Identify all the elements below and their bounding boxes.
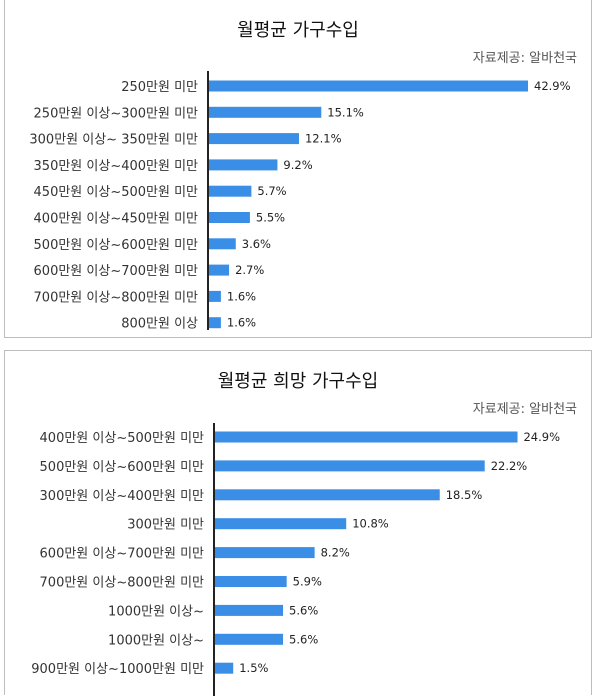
value-label: 10.8% — [352, 517, 389, 531]
bar — [215, 431, 518, 443]
chart-panel-1: 월평균 가구수입 자료제공: 알바천국 250만원 미만 42.9% 250만원 이… — [4, 0, 592, 338]
value-label: 42.9% — [534, 79, 571, 93]
value-label: 1.6% — [227, 289, 256, 303]
bar — [215, 518, 347, 530]
value-label: 8.2% — [321, 546, 350, 560]
value-label: 1.5% — [239, 661, 268, 675]
bar — [215, 547, 315, 559]
bar — [209, 106, 322, 118]
value-label: 5.7% — [257, 184, 286, 198]
bar — [209, 159, 278, 171]
bar — [215, 662, 234, 674]
category-label: 400만원 이상~450만원 미만 — [34, 212, 199, 227]
bar — [215, 576, 287, 587]
chart-panel-2: 월평균 희망 가구수입 자료제공: 알바천국 400만원 이상~500만원 미만… — [4, 350, 592, 696]
category-label: 600만원 이상~700만원 미만 — [34, 264, 199, 279]
value-label: 9.2% — [283, 158, 312, 172]
category-label: 900만원 이상~1000만원 미만 — [31, 662, 204, 677]
bar-chart-household-income: 250만원 미만 42.9% 250만원 이상~300만원 미만 15.1% 300만원… — [29, 71, 571, 332]
value-label: 12.1% — [305, 132, 342, 146]
value-label: 15.1% — [327, 105, 364, 119]
bar — [209, 290, 221, 302]
bar — [215, 489, 440, 501]
bar — [215, 633, 284, 645]
chart-source: 자료제공: 알바천국 — [472, 402, 577, 417]
bar — [209, 80, 529, 92]
chart-source: 자료제공: 알바천국 — [472, 51, 577, 66]
bar — [209, 212, 250, 223]
category-label: 300만원 이상~ 350만원 미만 — [29, 133, 198, 148]
value-label: 22.2% — [491, 459, 528, 473]
chart-title: 월평균 희망 가구수입 — [217, 371, 379, 392]
value-label: 2.7% — [235, 263, 264, 277]
category-label: 400만원 이상~500만원 미만 — [40, 431, 205, 446]
bar — [209, 185, 252, 197]
value-label: 1.6% — [227, 316, 256, 330]
category-label: 350만원 이상~400만원 미만 — [34, 159, 199, 174]
value-label: 24.9% — [523, 430, 560, 444]
bar — [209, 133, 299, 145]
category-label: 700만원 이상~800만원 미만 — [34, 290, 199, 305]
category-label: 800만원 이상 — [121, 317, 198, 332]
category-label: 1000만원 이상~ — [108, 633, 204, 648]
bar-chart-desired-income: 400만원 이상~500만원 미만 24.9% 500만원 이상~600만원 미만 2… — [31, 423, 560, 696]
category-label: 450만원 이상~500만원 미만 — [34, 185, 199, 200]
value-label: 18.5% — [446, 488, 483, 502]
category-label: 300만원 이상~400만원 미만 — [40, 489, 205, 504]
bar — [209, 264, 230, 276]
bar — [209, 238, 236, 250]
value-label: 5.5% — [256, 211, 285, 225]
value-label: 5.9% — [293, 575, 322, 589]
value-label: 3.6% — [242, 237, 271, 251]
value-label: 5.6% — [289, 603, 318, 617]
category-label: 250만원 미만 — [121, 80, 198, 95]
bar — [209, 317, 221, 329]
category-label: 700만원 이상~800만원 미만 — [40, 576, 205, 591]
category-label: 300만원 미만 — [127, 518, 204, 533]
category-label: 500만원 이상~600만원 미만 — [34, 238, 199, 253]
chart-title: 월평균 가구수입 — [237, 20, 359, 41]
bar — [215, 460, 485, 472]
category-label: 250만원 이상~300만원 미만 — [34, 106, 199, 121]
value-label: 5.6% — [289, 632, 318, 646]
category-label: 600만원 이상~700만원 미만 — [40, 547, 205, 562]
category-label: 500만원 이상~600만원 미만 — [40, 460, 205, 475]
category-label: 1000만원 이상~ — [108, 604, 204, 619]
bar — [215, 604, 284, 616]
